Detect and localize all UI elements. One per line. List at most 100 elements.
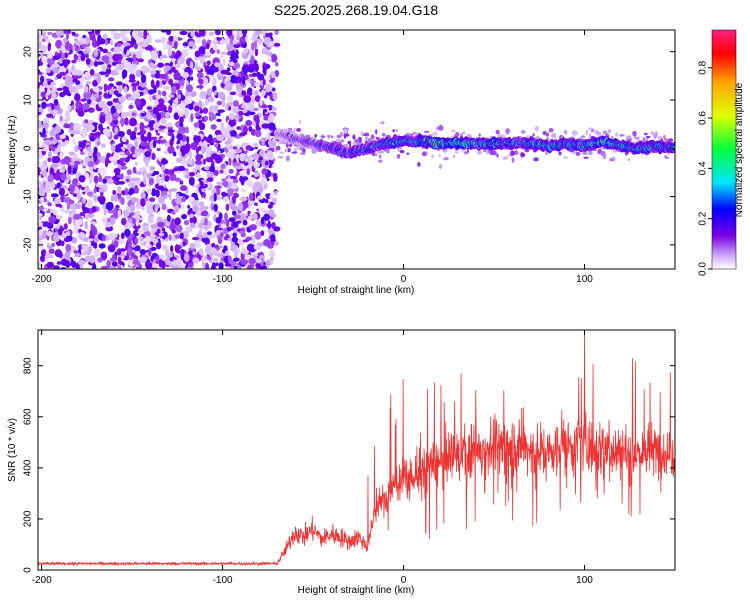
noise-cell [38, 261, 42, 269]
noise-cell [253, 90, 259, 95]
noise-cell [48, 248, 55, 254]
signal-halo-cell [619, 134, 625, 137]
noise-cell [202, 259, 209, 263]
noise-cell [39, 85, 43, 90]
noise-cell [216, 134, 224, 142]
noise-cell [38, 206, 45, 211]
signal-halo-cell [395, 128, 399, 132]
noise-cell [250, 42, 256, 51]
noise-cell [99, 114, 106, 124]
noise-cell [179, 122, 184, 127]
noise-cell [117, 64, 124, 71]
signal-halo-cell [378, 159, 383, 163]
noise-cell [73, 129, 81, 135]
colorbar: 0.00.20.40.60.8 Normalized spectral ampl… [698, 29, 745, 276]
noise-cell [206, 138, 214, 144]
signal-halo-cell [283, 128, 288, 131]
signal-halo-cell [463, 151, 468, 155]
noise-cell [110, 265, 114, 269]
noise-cell [173, 204, 180, 213]
noise-cell [43, 249, 47, 256]
noise-cell [194, 105, 200, 112]
noise-cell [233, 265, 238, 269]
noise-cell [189, 213, 194, 219]
noise-cell [201, 38, 207, 48]
noise-cell [214, 155, 222, 164]
noise-cell [196, 172, 201, 179]
signal-halo-cell [664, 155, 668, 159]
noise-cell [59, 66, 67, 74]
noise-cell [233, 214, 241, 220]
signal-halo-cell [487, 149, 492, 154]
signal-halo-cell [392, 129, 396, 133]
ridge-cell [672, 146, 675, 149]
signal-halo-cell [293, 127, 296, 132]
noise-cell [268, 32, 273, 37]
noise-cell [143, 142, 150, 147]
noise-cell [213, 36, 217, 44]
noise-cell [184, 109, 189, 118]
noise-cell [76, 182, 80, 186]
noise-cell [229, 144, 233, 150]
noise-cell [61, 46, 66, 54]
noise-cell [47, 105, 52, 113]
noise-cell [87, 146, 92, 152]
noise-cell [162, 85, 171, 90]
noise-cell [125, 150, 130, 156]
noise-cell [236, 126, 241, 130]
noise-cell [194, 31, 198, 37]
noise-cell [214, 62, 221, 68]
noise-cell [177, 165, 185, 171]
noise-cell [147, 244, 152, 249]
noise-cell [157, 62, 165, 68]
noise-cell [261, 47, 267, 55]
noise-cell [64, 110, 71, 119]
noise-cell [196, 36, 201, 44]
signal-halo-cell [417, 162, 421, 167]
noise-cell [112, 189, 117, 196]
noise-cell [159, 73, 167, 79]
signal-halo-cell [483, 149, 487, 152]
noise-cell [215, 217, 222, 224]
noise-cell [119, 165, 128, 170]
noise-cell [90, 223, 94, 231]
noise-cell [242, 219, 248, 226]
noise-cell [187, 157, 193, 165]
noise-cell [222, 181, 229, 188]
signal-halo-cell [296, 127, 302, 132]
noise-cell [92, 39, 98, 48]
noise-cell [198, 100, 203, 108]
noise-cell [68, 151, 75, 156]
noise-cell [140, 134, 145, 142]
noise-cell [127, 243, 131, 249]
signal-halo-cell [414, 132, 418, 136]
noise-cell [218, 245, 223, 249]
noise-cell [117, 209, 122, 218]
noise-cell [54, 51, 59, 57]
noise-cell [258, 207, 265, 212]
noise-cell [216, 100, 223, 106]
noise-cell [119, 162, 127, 167]
noise-cell [108, 244, 116, 253]
noise-cell [204, 217, 208, 226]
noise-cell [64, 76, 73, 85]
noise-cell [90, 101, 97, 107]
noise-cell [135, 50, 143, 59]
signal-halo-cell [443, 157, 449, 161]
noise-cell [267, 51, 273, 56]
noise-cell [150, 246, 157, 251]
signal-halo-cell [336, 134, 342, 139]
noise-cell [269, 193, 274, 200]
signal-halo-cell [583, 156, 589, 159]
noise-cell [189, 243, 196, 249]
snr-y-tick-label: 200 [23, 510, 34, 527]
noise-cell [210, 264, 216, 269]
noise-cell [173, 71, 181, 81]
noise-cell [158, 232, 165, 237]
noise-cell [209, 74, 215, 78]
noise-cell [105, 201, 114, 211]
noise-cell [141, 207, 145, 211]
noise-cell [128, 105, 134, 109]
noise-cell [141, 65, 148, 73]
noise-cell [134, 237, 139, 245]
